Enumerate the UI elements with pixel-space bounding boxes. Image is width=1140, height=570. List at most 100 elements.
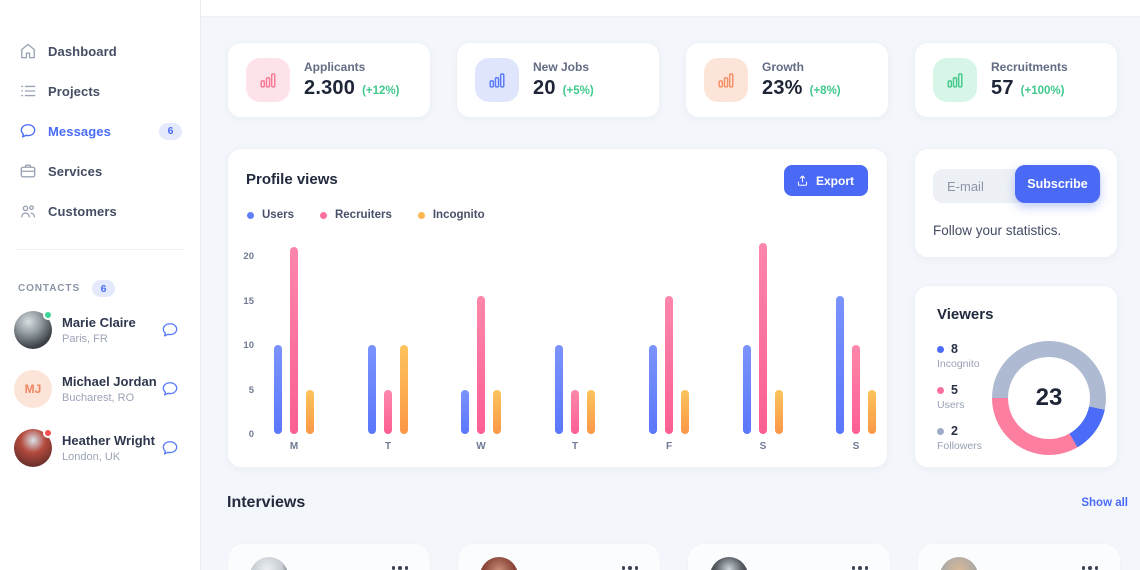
bar-incognito [868, 389, 876, 434]
subscribe-button[interactable]: Subscribe [1015, 165, 1100, 203]
viewers-legend-label: Users [937, 399, 965, 411]
avatar [940, 557, 978, 570]
interview-card-2[interactable] [457, 543, 661, 570]
x-axis-label: W [476, 441, 486, 452]
legend-dot [937, 345, 944, 353]
subscribe-card: Subscribe Follow your statistics. [914, 148, 1118, 258]
bar-group-6 [743, 242, 783, 434]
sidebar-item-messages[interactable]: Messages 6 [0, 111, 200, 151]
bar-chart-icon [933, 58, 977, 102]
sidebar-item-services[interactable]: Services [0, 151, 200, 191]
stat-label: Growth [762, 60, 804, 74]
x-axis-label: T [571, 441, 579, 452]
bar-recruiters [290, 247, 298, 434]
stat-delta: (+8%) [809, 85, 841, 97]
interview-card-3[interactable] [687, 543, 891, 570]
x-axis-label: F [665, 441, 673, 452]
stat-text: Applicants 2.300 (+12%) [304, 60, 399, 100]
y-axis-tick: 10 [243, 340, 254, 351]
bar-users [368, 345, 376, 434]
viewers-legend-dotrow: 2 [937, 424, 982, 438]
legend-dot [937, 386, 944, 394]
main-content: Applicants 2.300 (+12%) New Jobs 20 (+5%) Grow… [201, 0, 1140, 570]
sidebar-item-projects[interactable]: Projects [0, 71, 200, 111]
interview-card-1[interactable] [227, 543, 431, 570]
legend-dot [417, 211, 425, 219]
stat-value-row: 20 (+5%) [533, 77, 594, 100]
sidebar-item-customers[interactable]: Customers [0, 191, 200, 231]
contact-location: Paris, FR [62, 333, 108, 345]
contact-name: Michael Jordan [62, 374, 157, 389]
contacts-heading: CONTACTS [18, 283, 81, 294]
viewers-legend-dotrow: 5 [937, 383, 982, 397]
contact-michael-jordan[interactable]: MJ Michael Jordan Bucharest, RO [14, 370, 200, 408]
contact-info: Michael Jordan Bucharest, RO [62, 374, 157, 404]
export-button[interactable]: Export [783, 165, 868, 196]
users-icon [18, 201, 38, 221]
bar-recruiters [852, 345, 860, 434]
bar-incognito [306, 389, 314, 434]
avatar [250, 557, 288, 570]
viewers-legend-value: 8 [951, 342, 958, 356]
bar-users [461, 389, 469, 434]
contact-name: Marie Claire [62, 315, 136, 330]
stat-value-row: 2.300 (+12%) [304, 77, 399, 100]
legend-label: Recruiters [334, 209, 392, 221]
viewers-legend-label: Followers [937, 440, 982, 452]
top-bar [201, 0, 1140, 17]
legend-dot [319, 211, 327, 219]
more-options-icon[interactable] [1081, 566, 1098, 570]
bar-recruiters [384, 389, 392, 434]
interview-card-4[interactable] [917, 543, 1121, 570]
viewers-legend-value: 5 [951, 383, 958, 397]
chat-icon [18, 121, 38, 141]
sidebar-item-dashboard[interactable]: Dashboard [0, 31, 200, 71]
messages-count-badge: 6 [159, 122, 182, 140]
x-axis-label: S [852, 441, 860, 452]
sidebar-item-label: Projects [48, 83, 101, 99]
contact-chat-button[interactable] [160, 438, 180, 458]
more-options-icon[interactable] [621, 566, 638, 570]
more-options-icon[interactable] [851, 566, 868, 570]
bar-group-5 [649, 296, 689, 434]
sidebar-item-label: Customers [48, 203, 117, 219]
bar-chart-icon [704, 58, 748, 102]
stat-delta: (+12%) [362, 85, 400, 97]
legend-item-recruiters: Recruiters [319, 209, 392, 221]
bar-incognito [587, 389, 595, 434]
legend-label: Incognito [432, 209, 485, 221]
x-axis-label: T [384, 441, 392, 452]
contact-heather-wright[interactable]: Heather Wright London, UK [14, 428, 200, 467]
bar-chart-icon [246, 58, 290, 102]
list-icon [18, 81, 38, 101]
contacts-list: Marie Claire Paris, FR MJ Michael Jordan Buc… [0, 310, 200, 467]
interviews-header: Interviews Show all [227, 494, 1128, 512]
donut-hole: 23 [1008, 357, 1090, 439]
bar-group-4 [555, 345, 595, 434]
stat-label: Applicants [304, 60, 366, 74]
sidebar-nav: Dashboard Projects Messages 6 Services Custom… [0, 0, 200, 231]
y-axis-tick: 5 [248, 384, 254, 396]
bar-group-3 [461, 296, 501, 434]
bar-recruiters [477, 296, 485, 434]
bar-users [649, 345, 657, 434]
more-options-icon[interactable] [391, 566, 408, 570]
contact-marie-claire[interactable]: Marie Claire Paris, FR [14, 310, 200, 349]
legend-dot [937, 427, 944, 435]
show-all-link[interactable]: Show all [1081, 497, 1128, 509]
viewers-legend-incognito: 8 Incognito [937, 342, 982, 370]
sidebar-item-label: Messages [48, 123, 111, 139]
bar-chart: 0 5 10 15 20 M T W T F S S [240, 242, 880, 459]
stat-value-row: 23% (+8%) [762, 77, 841, 100]
bar-incognito [493, 389, 501, 434]
contact-chat-button[interactable] [160, 320, 180, 340]
viewers-legend-value: 2 [951, 424, 958, 438]
viewers-donut-chart: 23 [992, 341, 1106, 455]
stat-text: Growth 23% (+8%) [762, 60, 841, 100]
contact-info: Heather Wright London, UK [62, 433, 155, 463]
bar-recruiters [571, 389, 579, 434]
home-icon [18, 41, 38, 61]
y-axis-tick: 15 [243, 295, 254, 307]
contact-chat-button[interactable] [160, 379, 180, 399]
